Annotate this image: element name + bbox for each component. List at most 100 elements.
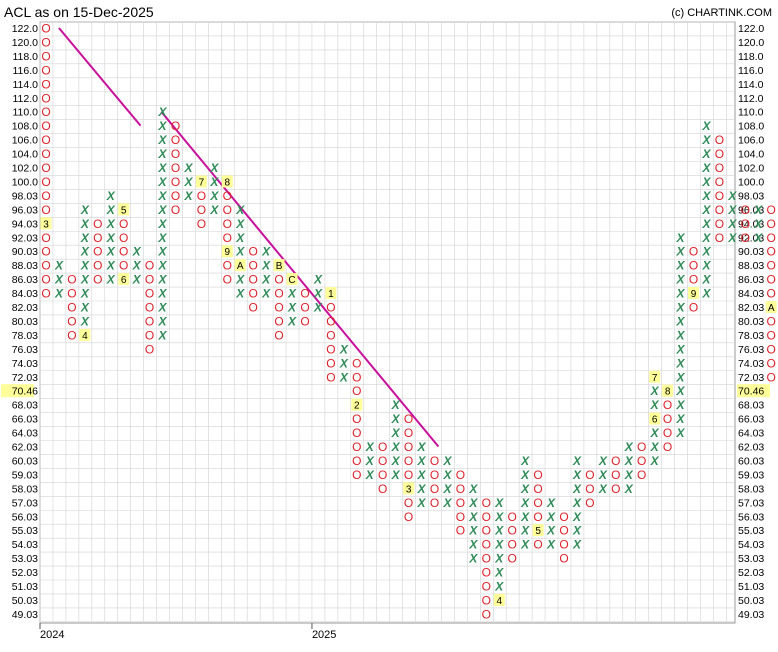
o-mark: O (119, 231, 128, 245)
x-mark: X (701, 231, 711, 245)
x-mark: X (80, 287, 90, 301)
x-mark: X (442, 468, 452, 482)
y-tick-label: 80.03 (738, 316, 764, 328)
o-mark: O (585, 468, 594, 482)
y-tick-label: 62.03 (12, 442, 38, 454)
y-tick-label: 88.03 (12, 260, 38, 272)
o-mark: O (41, 189, 50, 203)
month-marker: B (276, 261, 283, 272)
x-mark: X (261, 287, 271, 301)
o-mark: O (456, 510, 465, 524)
o-mark: O (352, 440, 361, 454)
x-mark: X (158, 119, 168, 133)
y-tick-label: 56.03 (12, 511, 38, 523)
y-tick-label: 102.0 (738, 163, 764, 175)
month-marker-bg (118, 273, 130, 286)
month-marker-bg (40, 217, 52, 230)
month-marker: 3 (43, 219, 49, 230)
month-marker: 7 (199, 177, 205, 188)
copyright-text: (c) CHARTINK.COM (671, 7, 772, 19)
x-mark: X (598, 454, 608, 468)
x-mark: X (158, 328, 168, 342)
x-mark: X (313, 273, 323, 287)
x-mark: X (158, 273, 168, 287)
o-mark: O (482, 580, 491, 594)
o-mark: O (171, 161, 180, 175)
o-mark: O (508, 510, 517, 524)
x-mark: X (572, 496, 582, 510)
x-mark: X (494, 510, 504, 524)
o-mark: O (689, 301, 698, 315)
x-mark: X (54, 259, 64, 273)
y-tick-label: 58.03 (12, 483, 38, 495)
x-mark: X (676, 314, 686, 328)
o-mark: O (482, 607, 491, 621)
y-tick-label: 52.03 (12, 567, 38, 579)
x-mark: X (676, 245, 686, 259)
y-tick-label: 88.03 (738, 260, 764, 272)
x-mark: X (417, 454, 427, 468)
o-mark: O (274, 301, 283, 315)
x-mark: X (572, 524, 582, 538)
o-mark: O (482, 510, 491, 524)
o-mark: O (93, 217, 102, 231)
y-tick-label: 90.03 (12, 246, 38, 258)
y-tick-label: 118.0 (738, 51, 764, 63)
x-mark: X (287, 314, 297, 328)
o-mark: O (249, 273, 258, 287)
o-mark: O (456, 524, 465, 538)
y-tick-label: 82.03 (738, 302, 764, 314)
o-mark: O (223, 259, 232, 273)
o-mark: O (300, 301, 309, 315)
chart-title: ACL as on 15-Dec-2025 (4, 4, 154, 20)
y-tick-label: 96.03 (738, 204, 764, 216)
y-tick-label: 120.0 (12, 37, 38, 49)
y-tick-label: 82.03 (12, 302, 38, 314)
x-mark: X (158, 133, 168, 147)
y-tick-label: 86.03 (738, 274, 764, 286)
month-marker: 4 (82, 331, 88, 342)
y-tick-label: 76.03 (738, 344, 764, 356)
o-mark: O (767, 231, 776, 245)
o-mark: O (715, 133, 724, 147)
o-mark: O (663, 440, 672, 454)
x-mark: X (468, 552, 478, 566)
y-tick-label: 86.03 (12, 274, 38, 286)
o-mark: O (663, 398, 672, 412)
y-tick-label: 84.03 (12, 288, 38, 300)
y-tick-label: 104.0 (12, 149, 38, 161)
o-mark: O (637, 454, 646, 468)
o-mark: O (378, 482, 387, 496)
o-mark: O (767, 259, 776, 273)
x-mark: X (701, 189, 711, 203)
o-mark: O (585, 496, 594, 510)
x-mark: X (676, 412, 686, 426)
x-mark: X (80, 217, 90, 231)
x-mark: X (727, 203, 737, 217)
o-mark: O (482, 552, 491, 566)
y-tick-label: 122.0 (12, 23, 38, 35)
o-mark: O (41, 49, 50, 63)
x-tick-label: 2024 (40, 629, 64, 641)
x-mark: X (650, 384, 660, 398)
y-tick-label: 49.03 (12, 609, 38, 621)
month-marker: 9 (225, 247, 231, 258)
x-mark: X (676, 273, 686, 287)
y-tick-label: 106.0 (738, 135, 764, 147)
x-mark: X (106, 217, 116, 231)
grid (39, 21, 735, 623)
o-mark: O (533, 496, 542, 510)
x-mark: X (391, 412, 401, 426)
x-mark: X (676, 259, 686, 273)
o-mark: O (508, 524, 517, 538)
o-mark: O (67, 301, 76, 315)
o-mark: O (611, 454, 620, 468)
y-tick-label: 94.03 (738, 218, 764, 230)
o-mark: O (274, 314, 283, 328)
last-price-highlight (1, 384, 34, 398)
month-marker: 3 (406, 484, 412, 495)
x-mark: X (80, 245, 90, 259)
o-mark: O (715, 161, 724, 175)
o-mark: O (767, 370, 776, 384)
month-marker-bg (662, 384, 674, 397)
